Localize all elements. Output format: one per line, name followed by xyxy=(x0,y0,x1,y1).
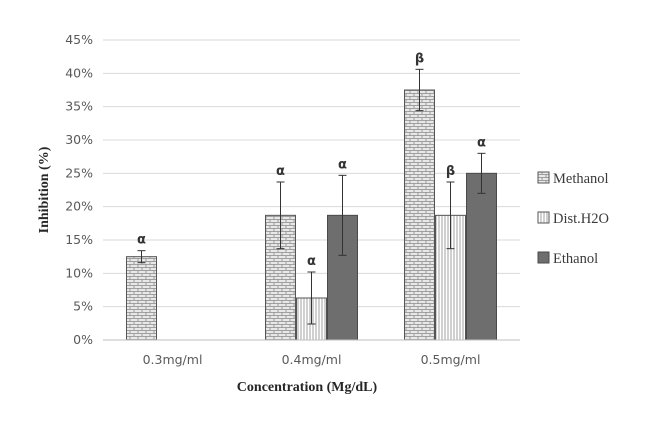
x-tick-label: 0.3mg/ml xyxy=(143,352,203,367)
y-tick-label: 10% xyxy=(65,265,93,280)
significance-label: α xyxy=(307,254,316,269)
y-tick-label: 45% xyxy=(65,32,93,47)
x-axis-title: Concentration (Mg/dL) xyxy=(237,380,378,395)
y-tick-label: 5% xyxy=(73,299,93,314)
y-tick-label: 35% xyxy=(65,99,93,114)
gridlines xyxy=(103,39,520,308)
bar-ethanol xyxy=(466,172,497,341)
legend-swatch xyxy=(537,251,550,264)
legend: Methanol Dist.H2O Ethanol xyxy=(537,171,609,267)
significance-label: α xyxy=(477,135,486,150)
legend-swatch xyxy=(537,211,550,224)
y-axis-ticks: 0% 5% 10% 15% 20% 25% 30% 35% 40% 45% xyxy=(65,32,93,347)
x-axis-ticks: 0.3mg/ml 0.4mg/ml 0.5mg/ml xyxy=(143,352,481,367)
x-tick-label: 0.5mg/ml xyxy=(421,352,481,367)
significance-label: α xyxy=(338,157,347,172)
y-tick-label: 25% xyxy=(65,165,93,180)
y-axis-title: Inhibition (%) xyxy=(37,146,52,233)
y-tick-label: 30% xyxy=(65,132,93,147)
significance-label: β xyxy=(446,164,455,179)
bar-methanol xyxy=(126,256,157,341)
significance-label: α xyxy=(137,233,146,248)
y-tick-label: 0% xyxy=(73,332,93,347)
y-tick-label: 20% xyxy=(65,199,93,214)
x-tick-label: 0.4mg/ml xyxy=(282,352,342,367)
legend-swatch xyxy=(537,171,550,184)
significance-label: β xyxy=(415,51,424,66)
y-tick-label: 40% xyxy=(65,65,93,80)
legend-label: Dist.H2O xyxy=(553,211,609,227)
bar-methanol xyxy=(404,89,435,341)
y-tick-label: 15% xyxy=(65,232,93,247)
bars: α α α α β β α xyxy=(126,51,497,341)
legend-label: Ethanol xyxy=(553,251,598,267)
legend-label: Methanol xyxy=(553,171,609,187)
significance-label: α xyxy=(276,164,285,179)
